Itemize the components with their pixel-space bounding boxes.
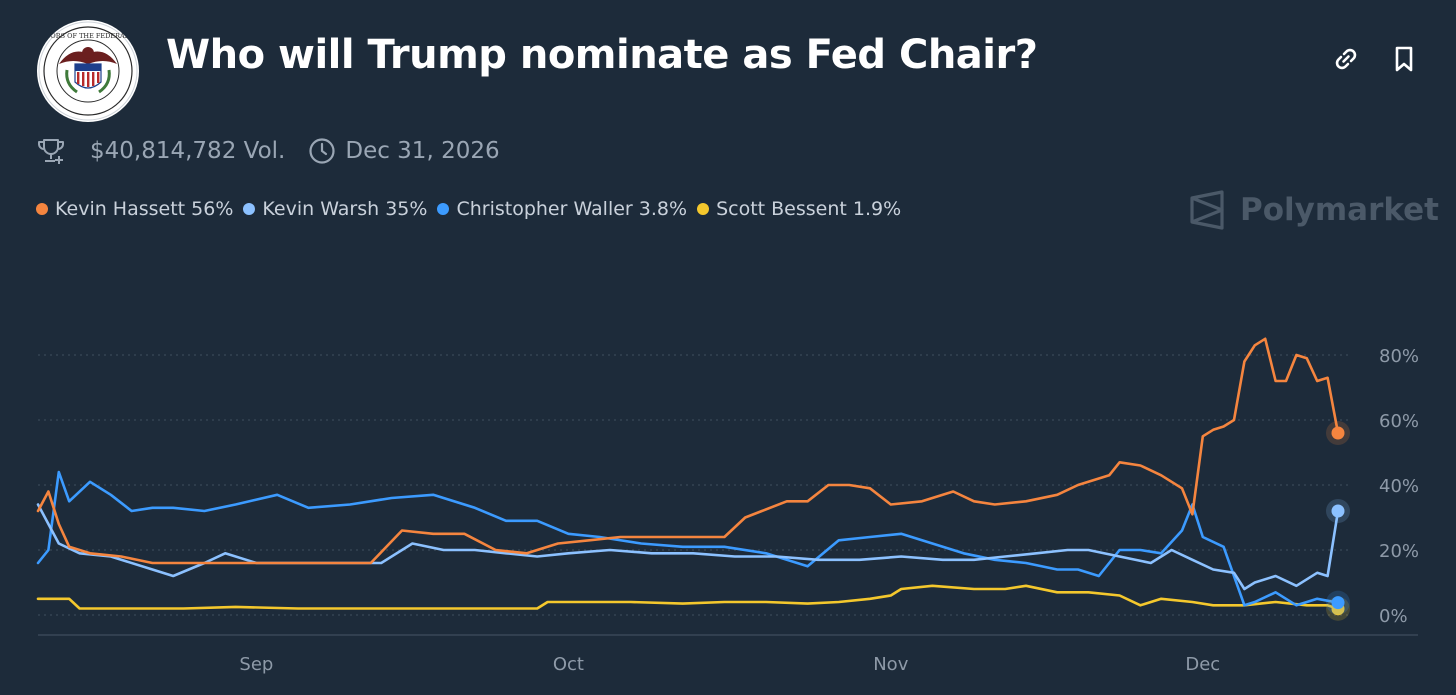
endpoint-marker-kevin-hassett	[1331, 426, 1345, 440]
legend-item-christopher-waller[interactable]: Christopher Waller 3.8%	[437, 198, 687, 220]
page-title: Who will Trump nominate as Fed Chair?	[166, 32, 1038, 78]
legend-item-scott-bessent[interactable]: Scott Bessent 1.9%	[697, 198, 901, 220]
end-date-text: Dec 31, 2026	[345, 138, 500, 164]
bookmark-icon[interactable]	[1388, 43, 1420, 75]
legend-dot	[36, 203, 48, 215]
chart-legend: Kevin Hassett 56% Kevin Warsh 35% Christ…	[36, 198, 911, 220]
legend-dot	[437, 203, 450, 215]
x-tick-label: Dec	[1185, 654, 1220, 675]
y-tick-label: 0%	[1379, 606, 1408, 627]
polymarket-logo-icon	[1188, 190, 1226, 230]
link-icon[interactable]	[1330, 43, 1362, 75]
x-tick-label: Sep	[239, 654, 273, 675]
market-meta: $40,814,782 Vol. Dec 31, 2026	[36, 134, 500, 168]
series-line-scott-bessent	[36, 584, 1340, 611]
federal-reserve-seal-logo: BOARD OF GOVERNORS OF THE FEDERAL RESERV…	[37, 20, 139, 122]
series-line-kevin-warsh	[36, 503, 1340, 591]
y-tick-label: 80%	[1379, 346, 1419, 367]
legend-dot	[697, 203, 710, 215]
seal-lettering: BOARD OF GOVERNORS OF THE FEDERAL RESERV…	[37, 32, 139, 40]
legend-label: Kevin Hassett 56%	[55, 198, 234, 220]
y-tick-label: 40%	[1379, 476, 1419, 497]
endpoint-marker-christopher-waller	[1331, 596, 1345, 610]
clock-icon	[307, 136, 337, 166]
y-tick-label: 20%	[1379, 541, 1419, 562]
brand-name: Polymarket	[1240, 192, 1439, 228]
legend-item-kevin-warsh[interactable]: Kevin Warsh 35%	[243, 198, 427, 220]
x-tick-label: Nov	[873, 654, 908, 675]
endpoint-marker-kevin-warsh	[1331, 504, 1345, 518]
legend-label: Scott Bessent 1.9%	[716, 198, 902, 220]
series-line-christopher-waller	[36, 470, 1340, 607]
legend-item-kevin-hassett[interactable]: Kevin Hassett 56%	[36, 198, 233, 220]
polymarket-watermark: Polymarket	[1188, 190, 1439, 230]
trophy-icon	[36, 136, 66, 166]
legend-label: Christopher Waller 3.8%	[456, 198, 688, 220]
volume-text: $40,814,782 Vol.	[90, 138, 286, 164]
x-tick-label: Oct	[553, 654, 584, 675]
series-line-kevin-hassett	[36, 337, 1340, 565]
legend-dot	[243, 203, 256, 215]
legend-label: Kevin Warsh 35%	[262, 198, 428, 220]
y-tick-label: 60%	[1379, 411, 1419, 432]
